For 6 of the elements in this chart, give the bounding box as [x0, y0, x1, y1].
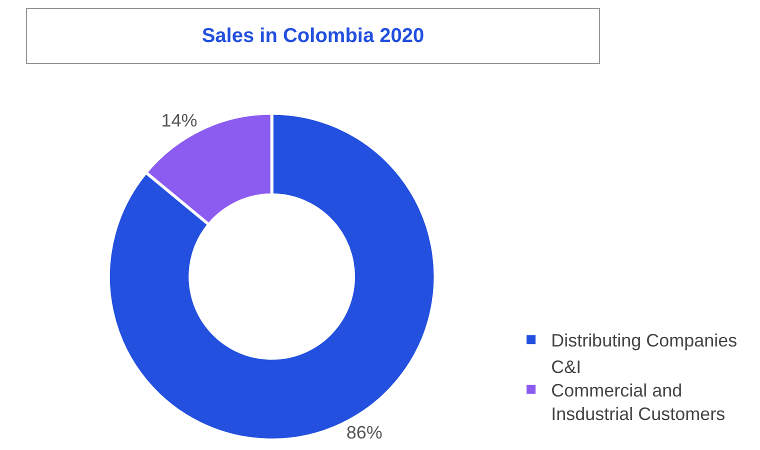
legend-label: C&I Commercial and Insdustrial Customers	[551, 357, 726, 424]
chart-title: Sales in Colombia 2020	[202, 25, 424, 47]
data-label: 14%	[161, 110, 198, 131]
data-label: 86%	[346, 422, 382, 443]
donut-slice	[107, 112, 437, 442]
legend-label: Distributing Companies	[551, 330, 738, 351]
